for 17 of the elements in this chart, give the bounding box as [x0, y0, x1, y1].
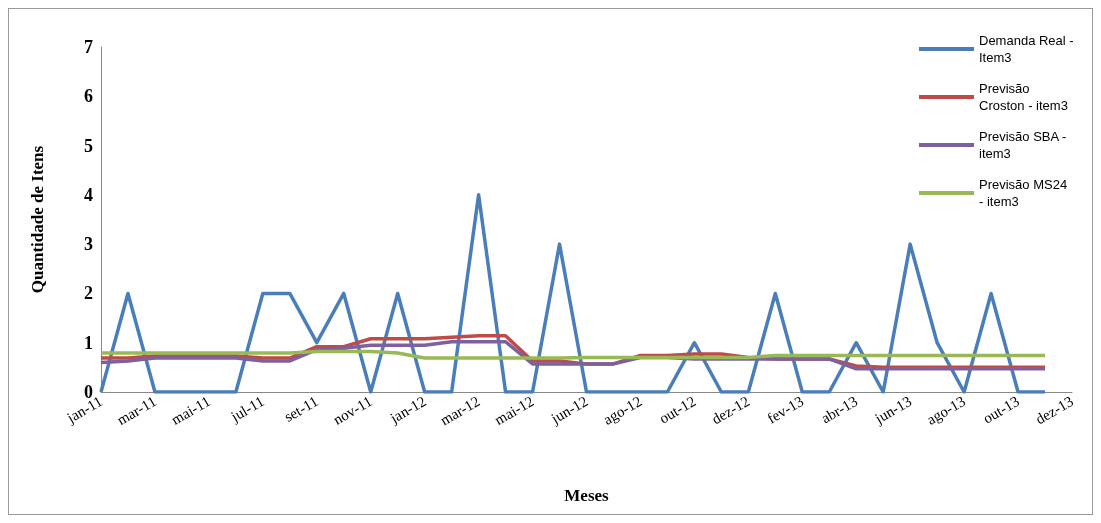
y-tick-label: 4	[84, 184, 93, 205]
y-tick-label: 1	[84, 332, 93, 353]
y-tick-label: 0	[84, 382, 93, 402]
x-tick-label: set-11	[281, 393, 321, 425]
y-tick-label: 7	[84, 37, 93, 57]
legend-label: Demanda Real - Item3	[979, 33, 1078, 65]
y-tick-label: 5	[84, 135, 93, 156]
y-tick-label: 6	[84, 86, 93, 107]
y-tick-label: 2	[84, 283, 93, 304]
legend-label: Previsão MS24 - item3	[979, 177, 1071, 209]
x-axis-title: Meses	[564, 486, 610, 505]
legend-label: Previsão Croston - item3	[979, 81, 1068, 113]
line-series	[99, 349, 1047, 360]
y-axis-title: Quantidade de Itens	[28, 145, 47, 294]
y-tick-label: 3	[84, 234, 93, 255]
legend-label: Previsão SBA - item3	[979, 129, 1071, 161]
line-series	[99, 193, 1047, 394]
